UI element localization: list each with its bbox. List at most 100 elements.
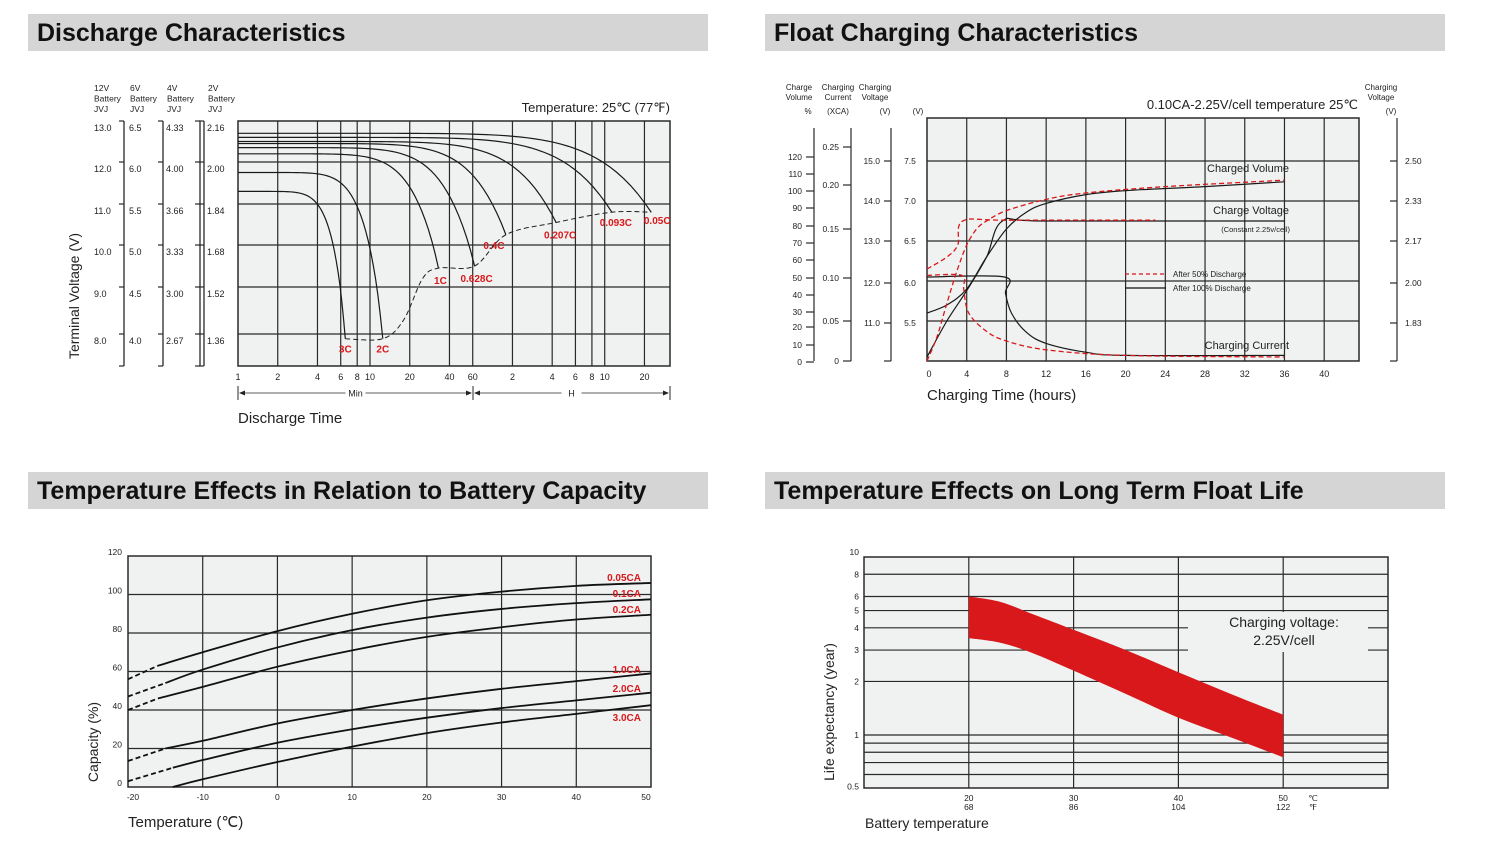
legend-label: After 100% Discharge	[1173, 284, 1251, 293]
y-tick-label: 70	[793, 238, 803, 248]
y-tick-label: 0	[797, 357, 802, 367]
y-tick-label: 2.33	[1405, 196, 1422, 206]
y-tick-label: 1.83	[1405, 318, 1422, 328]
charge-curve-50pct	[926, 273, 1285, 358]
x-tick-label: -20	[127, 792, 140, 802]
x-tick-label: 50	[641, 792, 651, 802]
y-tick-label: 1.52	[207, 289, 225, 299]
y-tick-label: 20	[793, 322, 803, 332]
y-tick-label: 6	[854, 591, 859, 601]
y-tick-label: 11.0	[864, 318, 880, 328]
axis-header: Charging	[859, 83, 891, 92]
label-charged-volume: Charged Volume	[1207, 163, 1289, 175]
annotation-bg	[1188, 612, 1368, 652]
x-tick-label: 20	[422, 792, 432, 802]
y-tick-label: 40	[113, 701, 123, 711]
axis-unit: (XCA)	[827, 107, 849, 116]
y-tick-label: 5	[854, 606, 859, 616]
x-tick-label-c: 50	[1278, 793, 1288, 803]
series-label: 1.0CA	[613, 665, 641, 676]
discharge-curve-2C	[238, 171, 384, 339]
capacity-curve-0.05CA	[157, 582, 652, 667]
x-tick-label: 8	[589, 372, 594, 382]
axis-header: Charging	[822, 83, 854, 92]
y-tick-label: 4.0	[129, 336, 142, 346]
x-tick-label: 2	[510, 372, 515, 382]
y-tick-label: 3.66	[166, 206, 184, 216]
y-tick-label: 2.16	[207, 123, 225, 133]
x-tick-label: 6	[573, 372, 578, 382]
capacity-curve-3.0CA	[172, 704, 652, 788]
x-tick-label: 28	[1200, 369, 1210, 379]
rate-label: 0.628C	[460, 274, 492, 285]
y-tick-label: 13.0	[863, 236, 880, 246]
y-tick-label: 8.0	[94, 336, 107, 346]
y-tick-label: 7.5	[904, 156, 916, 166]
discharge-curve-0.207C	[238, 140, 557, 223]
y-tick-label: 6.0	[129, 164, 142, 174]
x-axis-title: Discharge Time	[238, 410, 342, 427]
y-tick-label: 12.0	[863, 278, 880, 288]
y-tick-label: 5.5	[129, 206, 142, 216]
x-tick-label-f: 104	[1171, 802, 1185, 812]
charge-curve-50pct	[926, 179, 1285, 362]
x-tick-label: 4	[550, 372, 555, 382]
y-axis-header: 12V	[94, 83, 109, 93]
y-tick-label: 14.0	[863, 196, 880, 206]
charge-curve-100pct	[926, 217, 1285, 358]
y-axis-header: 6V	[130, 83, 141, 93]
rate-label: 0.05C	[644, 216, 671, 227]
y-axis-header: Battery	[167, 94, 195, 104]
label-bg	[345, 387, 366, 398]
x-axis-title: Battery temperature	[865, 815, 989, 831]
y-tick-label: 60	[113, 663, 123, 673]
capacity-curve-1.0CA	[165, 672, 652, 750]
time-unit-label: Min	[348, 389, 363, 399]
label-bg	[561, 387, 582, 398]
x-tick-label-f: 122	[1276, 802, 1290, 812]
x-tick-label: 10	[600, 372, 610, 382]
y-axis-header: Battery	[130, 94, 158, 104]
x-tick-label: 8	[355, 372, 360, 382]
y-tick-label: 4.5	[129, 289, 142, 299]
unit-celsius: ℃	[1308, 793, 1318, 803]
y-axis-header: JVJ	[130, 104, 144, 114]
x-tick-label-c: 20	[964, 793, 974, 803]
capacity-curve-0.1CA	[165, 598, 652, 684]
y-tick-label: 120	[788, 152, 802, 162]
x-tick-label: 10	[365, 372, 375, 382]
y-tick-label: 50	[793, 273, 803, 283]
axis-header: Volume	[786, 93, 813, 102]
x-tick-label: 4	[964, 369, 969, 379]
y-tick-label: 0.5	[847, 782, 859, 792]
y-tick-label: 4.00	[166, 164, 184, 174]
axis-header: Voltage	[1368, 93, 1395, 102]
legend-label: After 50% Discharge	[1173, 270, 1247, 279]
y-tick-label: 0.15	[822, 224, 839, 234]
y-tick-label: 1.36	[207, 336, 225, 346]
x-tick-label: 4	[315, 372, 320, 382]
capacity-curve-dashed	[127, 697, 159, 711]
y-tick-label: 40	[793, 290, 803, 300]
y-tick-label: 9.0	[94, 289, 107, 299]
y-tick-label: 120	[108, 547, 122, 557]
y-axis-header: Battery	[208, 94, 236, 104]
x-tick-label: 10	[347, 792, 357, 802]
discharge-curve-1C	[238, 153, 440, 269]
y-tick-label: 1	[854, 730, 859, 740]
series-label: 0.2CA	[613, 605, 641, 616]
rate-label: 0.093C	[600, 218, 632, 229]
y-axis-header: JVJ	[208, 104, 222, 114]
unit-fahrenheit: ℉	[1309, 802, 1318, 812]
capacity-curve-dashed	[127, 747, 166, 762]
y-tick-label: 2.00	[1405, 278, 1422, 288]
panel-header-temp-capacity: Temperature Effects in Relation to Batte…	[28, 472, 708, 509]
y-tick-label: 2.67	[166, 336, 184, 346]
y-axis-title: Life expectancy (year)	[821, 643, 837, 781]
y-tick-label: 10	[850, 547, 860, 557]
y-tick-label: 80	[113, 624, 123, 634]
charging-voltage-annotation: 2.25V/cell	[1253, 632, 1314, 648]
y-tick-label: 4.33	[166, 123, 184, 133]
x-tick-label: 16	[1081, 369, 1091, 379]
rate-label: 2C	[376, 345, 389, 356]
